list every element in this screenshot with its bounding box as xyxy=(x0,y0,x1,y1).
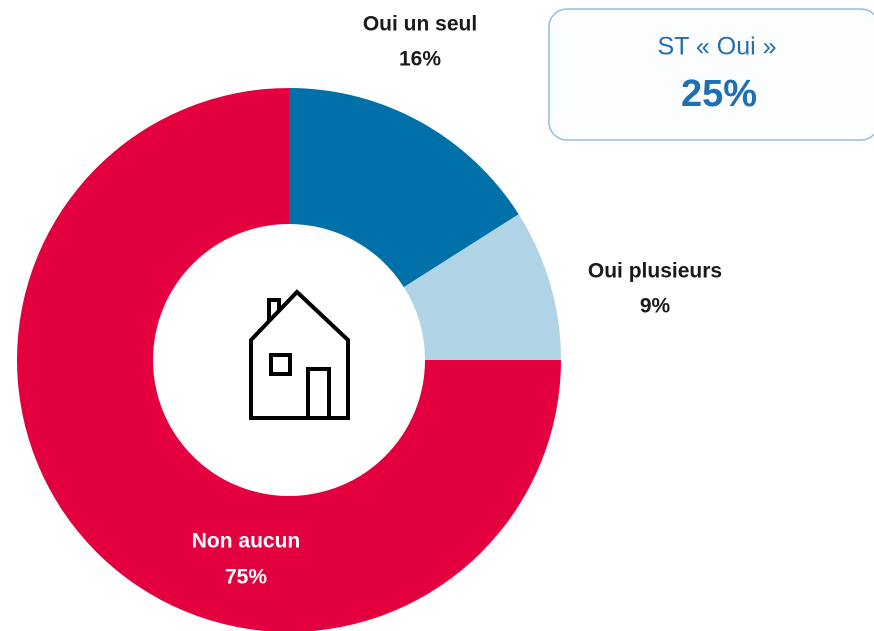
summary-value: 25% xyxy=(681,73,757,115)
slice-value: 9% xyxy=(640,295,671,318)
slices xyxy=(17,88,561,631)
slice-label: Non aucun xyxy=(192,530,301,553)
house-icon xyxy=(249,289,350,420)
slice-label: Oui un seul xyxy=(363,13,477,36)
summary-title: ST « Oui » xyxy=(657,33,776,61)
slice-label: Oui plusieurs xyxy=(588,260,722,283)
slice xyxy=(17,88,561,631)
summary-box xyxy=(548,8,874,141)
slice xyxy=(289,88,519,288)
slice-value: 16% xyxy=(399,48,441,71)
slice-value: 75% xyxy=(225,566,267,589)
slice xyxy=(403,214,561,360)
